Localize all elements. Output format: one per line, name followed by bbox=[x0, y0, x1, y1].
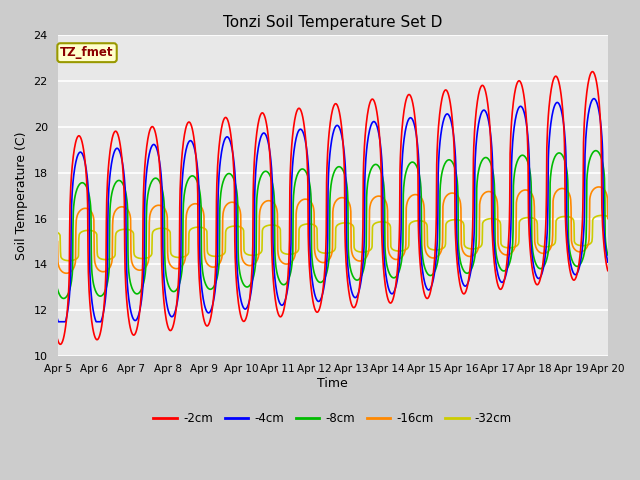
Title: Tonzi Soil Temperature Set D: Tonzi Soil Temperature Set D bbox=[223, 15, 442, 30]
Legend: -2cm, -4cm, -8cm, -16cm, -32cm: -2cm, -4cm, -8cm, -16cm, -32cm bbox=[148, 407, 516, 430]
Text: TZ_fmet: TZ_fmet bbox=[60, 46, 114, 59]
Y-axis label: Soil Temperature (C): Soil Temperature (C) bbox=[15, 132, 28, 260]
X-axis label: Time: Time bbox=[317, 376, 348, 390]
